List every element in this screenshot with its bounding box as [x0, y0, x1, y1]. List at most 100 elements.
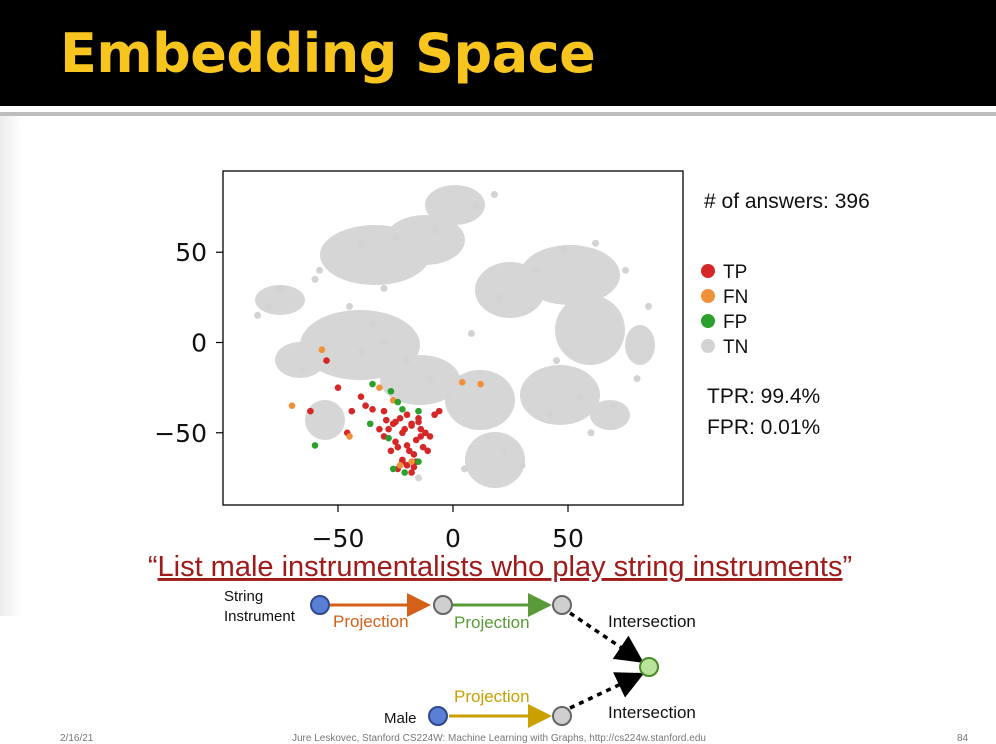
- x-tick-label: −50: [312, 524, 365, 553]
- point-tp: [334, 384, 342, 391]
- point-tp: [394, 443, 402, 451]
- point-tn: [265, 302, 273, 310]
- point-tn: [426, 375, 434, 383]
- point-tp: [419, 443, 427, 451]
- point-tn: [500, 447, 508, 455]
- node-projection-3: [552, 706, 572, 726]
- point-tn: [610, 402, 618, 410]
- point-tp: [380, 407, 388, 415]
- answers-count: # of answers: 396: [704, 190, 870, 213]
- chart-legend: TP FN FP TN: [701, 262, 748, 358]
- query-open-quote: “: [148, 551, 158, 583]
- label-intersection-2: Intersection: [608, 703, 696, 722]
- point-tp: [383, 416, 390, 424]
- point-fp: [399, 406, 406, 413]
- point-tp: [415, 415, 422, 422]
- y-tick-label: 0: [191, 329, 207, 358]
- point-tp: [348, 407, 356, 415]
- node-string-instrument: [310, 595, 330, 615]
- point-fn: [396, 461, 404, 469]
- point-tp: [369, 406, 376, 413]
- point-fp: [387, 387, 395, 395]
- point-tn: [392, 234, 399, 242]
- point-tn: [645, 302, 652, 310]
- point-fp: [415, 407, 422, 415]
- y-tick-label: −50: [154, 419, 207, 448]
- point-fn: [477, 380, 484, 388]
- point-tn: [415, 474, 422, 482]
- edge-intersection-1: [569, 611, 644, 663]
- page-number: 84: [957, 733, 969, 744]
- point-tn: [316, 266, 324, 274]
- query-close-quote: ”: [842, 551, 852, 583]
- fpr-value: FPR: 0.01%: [707, 416, 820, 439]
- label-projection-1: Projection: [333, 612, 409, 631]
- node-male: [428, 706, 448, 726]
- point-fn: [346, 433, 353, 440]
- footer-center: Jure Leskovec, Stanford CS224W: Machine …: [292, 733, 706, 744]
- point-fn: [288, 402, 296, 410]
- legend-label-tn: TN: [723, 337, 748, 358]
- point-tp: [417, 425, 425, 433]
- point-tn: [633, 375, 641, 383]
- legend-label-fp: FP: [723, 312, 747, 333]
- point-tn: [369, 320, 376, 328]
- label-string: String: [224, 588, 263, 605]
- label-projection-3: Projection: [454, 687, 530, 706]
- point-fn: [318, 346, 326, 354]
- point-fn: [408, 458, 415, 465]
- title-bar: Embedding Space: [0, 0, 996, 106]
- point-tp: [376, 425, 383, 433]
- edge-intersection-2: [569, 672, 645, 710]
- embedding-scatter-chart: 50 0 −50 −50 0 50: [154, 170, 684, 553]
- point-tp: [385, 425, 392, 433]
- title-rule: [0, 112, 996, 116]
- point-tn: [518, 461, 526, 469]
- point-fp: [385, 434, 392, 442]
- point-tn: [431, 227, 439, 235]
- point-tn: [622, 266, 629, 274]
- point-fp: [369, 380, 376, 388]
- node-projection-2: [552, 595, 572, 615]
- point-fp: [366, 420, 374, 428]
- point-tp: [406, 447, 413, 455]
- footer-date: 2/16/21: [60, 733, 94, 744]
- point-tp: [307, 407, 314, 415]
- point-tn: [495, 293, 503, 301]
- point-tn: [532, 266, 540, 274]
- point-tp: [403, 411, 411, 419]
- point-tn: [254, 311, 261, 319]
- point-tn: [380, 284, 388, 292]
- point-tn: [559, 245, 567, 253]
- legend-marker-tp: [701, 264, 715, 278]
- point-tp: [357, 393, 365, 400]
- point-tp: [435, 407, 443, 415]
- node-projection-1: [433, 595, 453, 615]
- point-fp: [311, 442, 319, 449]
- point-tn: [346, 302, 353, 310]
- point-tp: [412, 436, 420, 444]
- point-tp: [403, 442, 411, 449]
- x-tick-label: 0: [445, 524, 461, 553]
- point-tn: [592, 239, 600, 247]
- slide-title: Embedding Space: [60, 22, 596, 85]
- legend-marker-fp: [701, 314, 715, 328]
- point-fp: [401, 469, 409, 476]
- legend-label-tp: TP: [723, 262, 747, 283]
- legend-marker-tn: [701, 339, 715, 353]
- point-tp: [362, 402, 369, 410]
- point-tn: [357, 239, 365, 247]
- point-tn: [380, 339, 388, 347]
- point-tp: [408, 469, 415, 476]
- point-tp: [392, 418, 399, 426]
- point-tp: [408, 420, 415, 428]
- point-tn: [467, 329, 475, 337]
- point-tn: [357, 348, 365, 356]
- label-male: Male: [384, 710, 417, 727]
- point-tp: [426, 433, 434, 440]
- label-projection-2: Projection: [454, 613, 530, 632]
- point-tn: [472, 203, 480, 211]
- point-tn: [553, 357, 560, 365]
- legend-marker-fn: [701, 289, 715, 303]
